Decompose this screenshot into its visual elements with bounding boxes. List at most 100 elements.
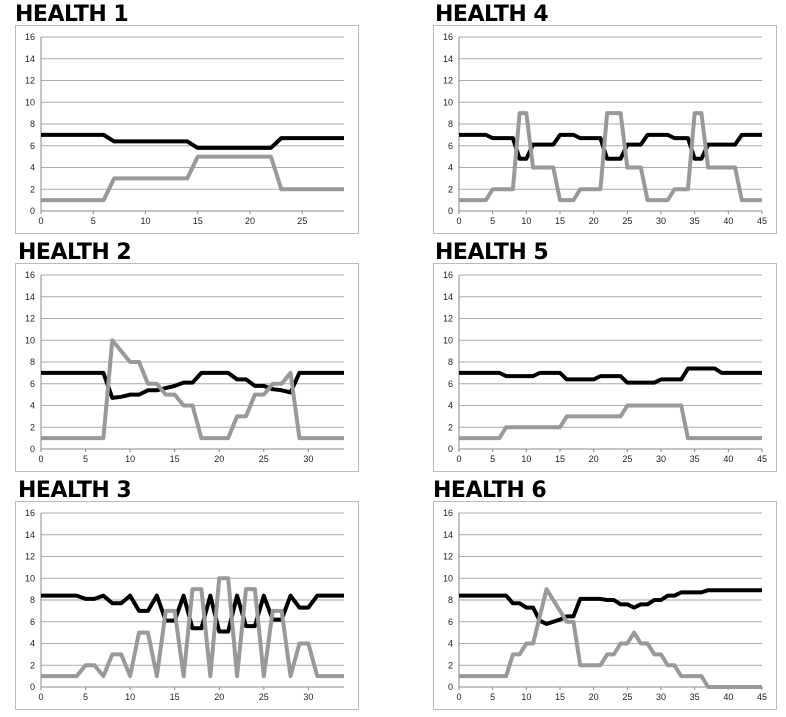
chart-health-4: 0 2 4 6 8 10 12 14 16 0 5 10 15 20 25 30 35 40 45 [433,25,777,234]
x-tick-label: 25 [259,454,269,464]
x-tick-label: 0 [38,216,43,226]
chart-svg: 0 2 4 6 8 10 12 14 16 0 5 10 15 20 25 30 35 40 45 [443,32,767,226]
y-tick-label: 14 [443,530,453,540]
y-tick-label: 2 [448,184,453,194]
y-tick-label: 4 [30,401,35,411]
y-tick-label: 12 [443,76,453,86]
series-line-gray [459,111,762,203]
x-tick-label: 25 [622,692,632,702]
x-tick-label: 0 [456,692,461,702]
y-tick-label: 12 [443,314,453,324]
chart-health-1: 0 2 4 6 8 10 12 14 16 0 5 10 15 20 25 [15,25,359,234]
y-tick-label: 14 [443,54,453,64]
y-tick-label: 2 [448,660,453,670]
x-tick-label: 25 [622,454,632,464]
x-tick-label: 5 [490,454,495,464]
x-tick-label: 0 [456,454,461,464]
x-tick-label: 0 [456,216,461,226]
x-tick-label: 40 [723,454,733,464]
y-tick-label: 2 [30,660,35,670]
series-line-gray [41,154,344,203]
x-tick-label: 15 [170,454,180,464]
y-tick-label: 8 [30,119,35,129]
chart-svg: 0 2 4 6 8 10 12 14 16 0 5 10 15 20 25 30 35 40 45 [443,508,767,702]
series-line-black [41,593,344,634]
x-tick-label: 30 [656,454,666,464]
chart-health-2: 0 2 4 6 8 10 12 14 16 0 5 10 15 20 25 30 [15,263,359,472]
chart-title-health-2: HEALTH 2 [18,240,132,265]
y-tick-label: 0 [448,444,453,454]
chart-title-health-6: HEALTH 6 [433,478,547,503]
y-tick-label: 16 [443,270,453,280]
x-tick-label: 10 [125,454,135,464]
chart-title-health-3: HEALTH 3 [18,478,132,503]
y-tick-label: 10 [443,573,453,583]
x-tick-label: 20 [214,692,224,702]
x-tick-label: 25 [297,216,307,226]
x-tick-label: 10 [125,692,135,702]
y-tick-label: 6 [30,379,35,389]
y-tick-label: 4 [448,401,453,411]
x-tick-label: 20 [589,454,599,464]
y-tick-label: 8 [448,119,453,129]
y-tick-label: 16 [443,508,453,518]
x-tick-label: 40 [723,216,733,226]
y-tick-label: 8 [448,595,453,605]
y-tick-label: 14 [25,292,35,302]
x-tick-label: 10 [521,454,531,464]
x-tick-label: 30 [303,692,313,702]
x-tick-label: 25 [259,692,269,702]
y-tick-label: 12 [25,314,35,324]
y-tick-label: 14 [25,54,35,64]
y-tick-label: 8 [30,357,35,367]
y-tick-label: 16 [25,508,35,518]
y-tick-label: 0 [30,444,35,454]
series-line-black [459,588,762,626]
y-tick-label: 0 [30,682,35,692]
chart-title-health-1: HEALTH 1 [15,2,129,27]
y-tick-label: 16 [25,270,35,280]
y-tick-label: 4 [448,163,453,173]
x-tick-label: 45 [757,216,767,226]
x-tick-label: 35 [690,454,700,464]
y-tick-label: 16 [25,32,35,42]
y-tick-label: 12 [443,552,453,562]
chart-health-6: 0 2 4 6 8 10 12 14 16 0 5 10 15 20 25 30 35 40 45 [433,501,777,710]
x-tick-label: 15 [555,692,565,702]
y-tick-label: 6 [448,141,453,151]
x-tick-label: 35 [690,216,700,226]
y-tick-label: 6 [448,617,453,627]
chart-svg: 0 2 4 6 8 10 12 14 16 0 5 10 15 20 25 [25,32,344,226]
y-tick-label: 8 [448,357,453,367]
x-tick-label: 15 [555,216,565,226]
y-tick-label: 8 [30,595,35,605]
y-tick-label: 4 [30,163,35,173]
series-line-gray [41,338,344,441]
y-tick-label: 16 [443,32,453,42]
x-tick-label: 0 [38,454,43,464]
chart-svg: 0 2 4 6 8 10 12 14 16 0 5 10 15 20 25 30 [25,508,344,702]
chart-svg: 0 2 4 6 8 10 12 14 16 0 5 10 15 20 25 30 35 40 45 [443,270,767,464]
y-tick-label: 10 [25,335,35,345]
x-tick-label: 15 [193,216,203,226]
x-tick-label: 5 [83,692,88,702]
x-tick-label: 25 [622,216,632,226]
y-tick-label: 12 [25,76,35,86]
x-tick-label: 45 [757,692,767,702]
x-tick-label: 20 [589,692,599,702]
y-tick-label: 12 [25,552,35,562]
y-tick-label: 2 [30,184,35,194]
y-tick-label: 14 [25,530,35,540]
x-tick-label: 35 [690,692,700,702]
y-tick-label: 6 [30,617,35,627]
x-tick-label: 10 [521,216,531,226]
y-tick-label: 6 [448,379,453,389]
y-tick-label: 6 [30,141,35,151]
x-tick-label: 10 [140,216,150,226]
chart-health-5: 0 2 4 6 8 10 12 14 16 0 5 10 15 20 25 30 35 40 45 [433,263,777,472]
y-tick-label: 0 [448,682,453,692]
x-tick-label: 40 [723,692,733,702]
y-tick-label: 10 [443,335,453,345]
x-tick-label: 5 [91,216,96,226]
series-line-black [41,370,344,400]
